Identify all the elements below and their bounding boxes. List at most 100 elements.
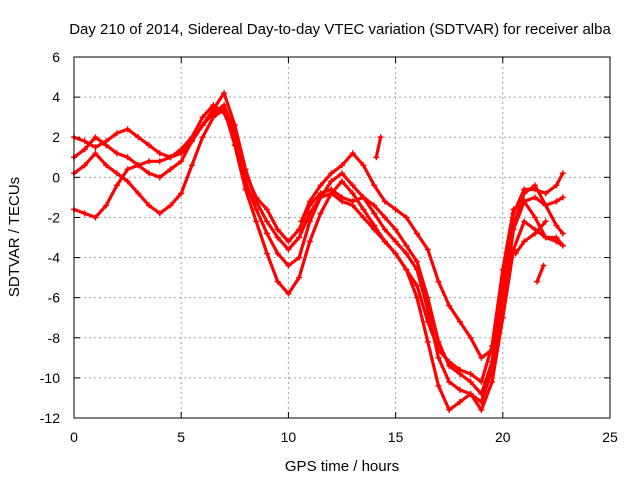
data-point (188, 162, 195, 169)
series-frag-b (512, 218, 549, 257)
y-tick-label: 6 (52, 49, 60, 65)
data-point (553, 198, 560, 205)
data-point (328, 190, 335, 197)
data-point (156, 210, 163, 217)
data-point (167, 154, 174, 161)
y-tick-label: -6 (48, 290, 61, 306)
series-day-4 (71, 90, 566, 385)
data-point (381, 238, 388, 245)
x-tick-label: 5 (177, 429, 185, 445)
data-point (210, 114, 217, 121)
data-point (478, 354, 485, 361)
data-point (377, 134, 384, 141)
data-point (467, 370, 474, 377)
data-point (403, 242, 410, 249)
data-point (242, 166, 249, 173)
data-point (456, 318, 463, 325)
data-point (531, 182, 538, 189)
data-point (381, 226, 388, 233)
data-point (81, 138, 88, 145)
data-point (435, 278, 442, 285)
data-point (296, 254, 303, 261)
data-point (210, 106, 217, 113)
data-point (124, 178, 131, 185)
data-point (559, 242, 566, 249)
data-point (559, 194, 566, 201)
data-point (531, 230, 538, 237)
data-point (371, 182, 378, 189)
y-tick-label: -2 (48, 209, 61, 225)
data-point (167, 166, 174, 173)
data-point (553, 234, 560, 241)
data-point (285, 238, 292, 245)
data-point (124, 126, 131, 133)
data-point (521, 238, 528, 245)
data-point (317, 182, 324, 189)
data-point (92, 214, 99, 221)
data-point (263, 250, 270, 257)
chart-title: Day 210 of 2014, Sidereal Day-to-day VTE… (69, 21, 611, 38)
data-point (499, 282, 506, 289)
data-point (456, 366, 463, 373)
y-tick-label: 0 (52, 169, 60, 185)
data-point (274, 234, 281, 241)
data-point (559, 230, 566, 237)
data-point (489, 346, 496, 353)
data-point (534, 278, 541, 285)
data-point (349, 150, 356, 157)
data-point (349, 190, 356, 197)
data-point (274, 250, 281, 257)
data-point (221, 106, 228, 113)
grid-lines (74, 57, 610, 418)
data-point (392, 250, 399, 257)
data-point (403, 250, 410, 257)
data-point (381, 198, 388, 205)
data-point (424, 338, 431, 345)
data-point (231, 142, 238, 149)
data-point (317, 210, 324, 217)
series-frag-c (534, 262, 547, 285)
data-point (306, 238, 313, 245)
data-point (467, 334, 474, 341)
data-point (285, 290, 292, 297)
data-point (360, 206, 367, 213)
y-tick-label: 4 (52, 89, 60, 105)
data-point (328, 170, 335, 177)
data-point (199, 134, 206, 141)
data-point (542, 190, 549, 197)
data-point (306, 198, 313, 205)
data-point (489, 378, 496, 385)
data-point (553, 222, 560, 229)
data-point (349, 182, 356, 189)
data-point (542, 218, 549, 225)
data-point (178, 158, 185, 165)
data-point (435, 354, 442, 361)
data-point (381, 214, 388, 221)
data-point (499, 314, 506, 321)
y-tick-label: -10 (40, 370, 60, 386)
data-point (178, 150, 185, 157)
data-point (360, 194, 367, 201)
data-point (81, 146, 88, 153)
data-point (542, 202, 549, 209)
data-point (339, 178, 345, 185)
data-point (113, 182, 120, 189)
data-point (146, 170, 153, 177)
data-point (317, 194, 324, 201)
data-point (392, 206, 399, 213)
data-point (199, 114, 206, 121)
data-point (424, 246, 431, 253)
data-point (521, 218, 528, 225)
data-point (467, 378, 474, 385)
data-point (403, 266, 410, 273)
x-tick-label: 25 (602, 429, 618, 445)
x-tick-labels: 0 5 10 15 20 25 (70, 429, 618, 445)
data-point (414, 258, 421, 265)
data-point (135, 162, 142, 169)
data-point (339, 162, 345, 169)
data-point (296, 234, 303, 241)
data-point (103, 162, 110, 169)
x-axis-label: GPS time / hours (285, 458, 399, 475)
data-point (542, 234, 549, 241)
